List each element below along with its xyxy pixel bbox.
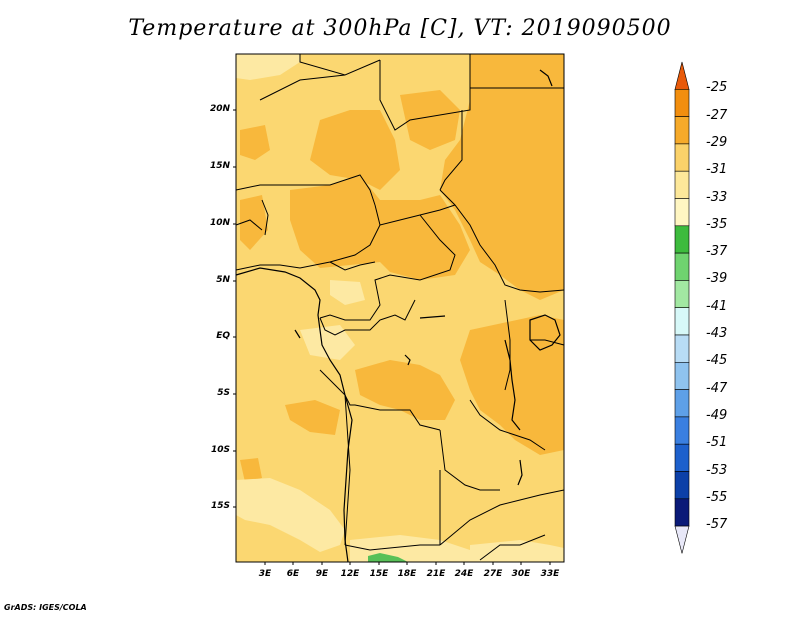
lon-label-18e: 18E — [397, 569, 417, 579]
colorbar-top-arrow — [674, 61, 690, 90]
lat-label-15s: 15S — [210, 501, 230, 511]
chart-title: Temperature at 300hPa [C], VT: 201909050… — [128, 16, 672, 41]
colorbar-swatch — [674, 280, 690, 308]
colorbar-label: -47 — [706, 380, 728, 396]
colorbar-label: -57 — [706, 517, 728, 533]
grads-credit: GrADS: IGES/COLA — [4, 603, 87, 612]
lon-label-33e: 33E — [540, 569, 560, 579]
coastlines — [235, 69, 561, 563]
colorbar-swatch — [674, 170, 690, 199]
lat-label-eq: EQ — [216, 331, 230, 341]
colorbar-label: -35 — [706, 216, 728, 232]
colorbar-label: -39 — [706, 271, 728, 287]
lat-label-10n: 10N — [209, 218, 230, 228]
lat-label-15n: 15N — [209, 161, 230, 171]
lon-label-27e: 27E — [483, 569, 503, 579]
lat-label-5s: 5S — [217, 388, 230, 398]
colorbar-label: -45 — [706, 353, 728, 369]
colorbar-label: -27 — [706, 107, 728, 123]
colorbar-swatch — [674, 225, 690, 254]
country-borders — [235, 54, 565, 561]
colorbar — [674, 61, 690, 554]
colorbar-swatch — [674, 252, 690, 281]
colorbar-label: -29 — [706, 134, 728, 150]
colorbar-label: -37 — [706, 244, 728, 260]
colorbar-label: -33 — [706, 189, 728, 205]
lon-label-30e: 30E — [511, 569, 531, 579]
colorbar-swatch — [674, 143, 690, 172]
lat-label-20n: 20N — [209, 104, 230, 114]
colorbar-swatch — [674, 307, 690, 336]
lon-label-9e: 9E — [315, 569, 329, 579]
cool-regions — [236, 54, 564, 562]
colorbar-swatch — [674, 334, 690, 363]
colorbar-swatch — [674, 361, 690, 390]
colorbar-label: -53 — [706, 462, 728, 478]
map-frame — [235, 53, 565, 563]
warm-regions — [240, 54, 564, 482]
colorbar-label: -55 — [706, 489, 728, 505]
colorbar-swatch — [674, 498, 690, 527]
colorbar-bottom-arrow — [674, 525, 690, 554]
cold-patch — [368, 553, 408, 562]
colorbar-swatch — [674, 89, 690, 117]
colorbar-swatch — [674, 389, 690, 418]
lat-label-10s: 10S — [210, 445, 230, 455]
lon-label-6e: 6E — [286, 569, 300, 579]
colorbar-swatch — [674, 471, 690, 500]
colorbar-label: -51 — [706, 435, 728, 451]
lon-label-21e: 21E — [426, 569, 446, 579]
colorbar-label: -43 — [706, 326, 728, 341]
colorbar-label: -41 — [706, 298, 728, 314]
tick-marks — [233, 109, 551, 565]
lon-label-15e: 15E — [369, 569, 389, 579]
colorbar-swatch — [674, 416, 690, 445]
lon-label-12e: 12E — [340, 569, 360, 579]
colorbar-swatch — [674, 116, 690, 145]
colorbar-swatch — [674, 443, 690, 472]
colorbar-swatch — [674, 198, 690, 227]
colorbar-label: -49 — [706, 407, 728, 423]
colorbar-label: -25 — [706, 80, 728, 96]
colorbar-label: -31 — [706, 162, 728, 178]
lon-label-3e: 3E — [258, 569, 272, 579]
lat-label-5n: 5N — [216, 275, 230, 285]
lon-label-24e: 24E — [454, 569, 474, 579]
